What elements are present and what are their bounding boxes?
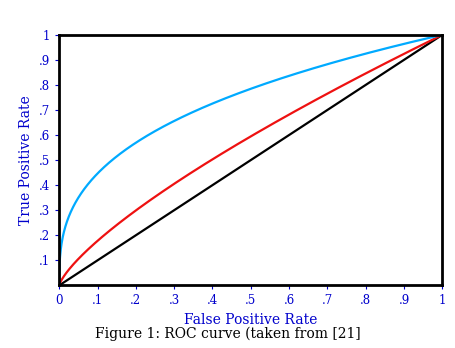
- Text: Figure 1: ROC curve (taken from [21]: Figure 1: ROC curve (taken from [21]: [95, 327, 360, 341]
- X-axis label: False Positive Rate: False Positive Rate: [184, 313, 317, 327]
- Y-axis label: True Positive Rate: True Positive Rate: [20, 95, 33, 225]
